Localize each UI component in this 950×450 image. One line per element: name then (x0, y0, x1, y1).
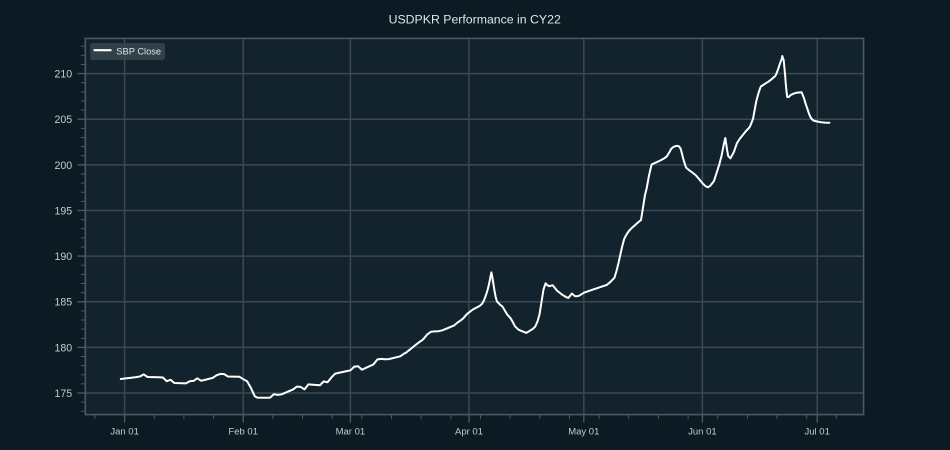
svg-text:Jul 01: Jul 01 (805, 427, 830, 438)
svg-text:195: 195 (55, 205, 73, 217)
svg-text:180: 180 (55, 342, 73, 354)
svg-text:Feb 01: Feb 01 (228, 427, 258, 438)
svg-text:Mar 01: Mar 01 (336, 427, 366, 438)
svg-text:Jan 01: Jan 01 (110, 427, 139, 438)
svg-text:190: 190 (55, 251, 73, 263)
svg-text:Apr 01: Apr 01 (455, 427, 483, 438)
svg-text:175: 175 (55, 388, 73, 400)
svg-text:May 01: May 01 (568, 427, 599, 438)
svg-text:USDPKR Performance in CY22: USDPKR Performance in CY22 (389, 13, 561, 27)
svg-text:185: 185 (55, 297, 73, 309)
svg-text:200: 200 (55, 160, 73, 172)
svg-text:210: 210 (55, 69, 73, 81)
svg-text:Jun 01: Jun 01 (688, 427, 717, 438)
svg-text:205: 205 (55, 114, 73, 126)
svg-text:SBP Close: SBP Close (116, 46, 161, 56)
